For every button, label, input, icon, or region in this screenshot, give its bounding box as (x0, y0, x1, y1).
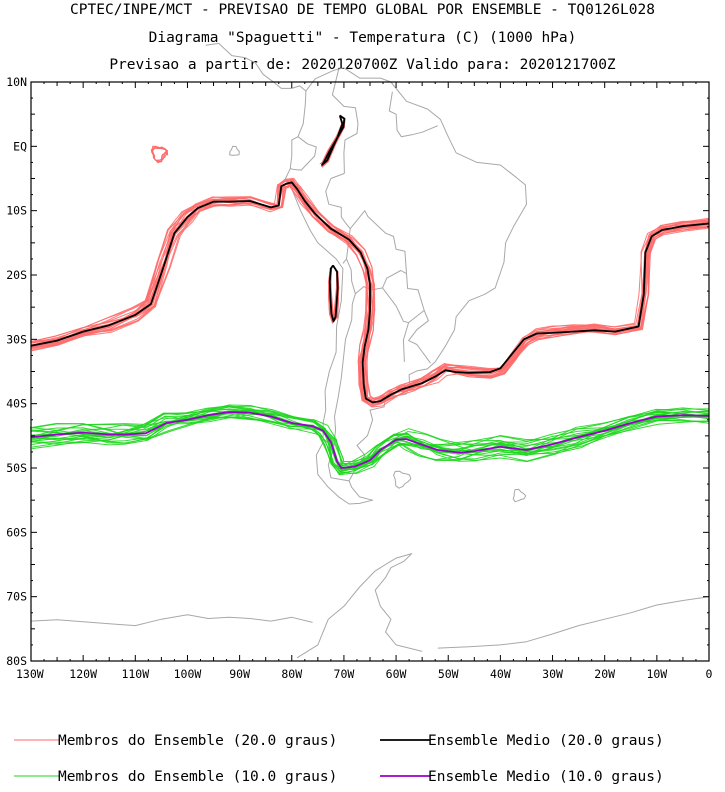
country-border-8 (327, 293, 356, 482)
member-10-line-16 (32, 408, 710, 467)
y-tick-label: 40S (6, 397, 27, 411)
country-border-1 (331, 68, 359, 174)
x-tick-label: 30W (542, 667, 563, 681)
y-tick-label: 10S (6, 204, 27, 218)
x-tick-label: 90W (229, 667, 250, 681)
member-10-line-14 (30, 413, 709, 468)
weddell-sea-coastline (437, 596, 710, 649)
x-tick-label: 130W (16, 667, 44, 681)
x-tick-label: 110W (121, 667, 149, 681)
y-tick-label: 80S (6, 654, 27, 668)
south-georgia-outline (512, 488, 527, 503)
member-10-line-17 (31, 410, 710, 470)
y-tick-label: 60S (6, 525, 27, 539)
members-10-layer (29, 404, 710, 476)
x-tick-label: 70W (334, 667, 355, 681)
y-tick-label: 10N (6, 75, 27, 89)
y-tick-label: 70S (6, 590, 27, 604)
axis-ticks: 130W 120W 110W 100W 90W 80W 70W 60W 50W 40W 30W 20W… (6, 75, 712, 681)
south-america-coastline (285, 67, 527, 505)
members-20-layer (30, 115, 710, 408)
antarctic-peninsula-coastline (296, 553, 423, 659)
country-border-9 (402, 322, 410, 362)
chart-title-line-1: CPTEC/INPE/MCT - PREVISAO DE TEMPO GLOBA… (70, 2, 655, 18)
member-20-line-16-1 (31, 180, 710, 404)
member-10-line-19 (30, 410, 709, 475)
chart-title-line-2: Diagrama "Spaguetti" - Temperatura (C) (… (148, 30, 577, 46)
x-tick-label: 100W (174, 667, 202, 681)
antarctic-coastline (30, 614, 313, 627)
x-tick-label: 40W (490, 667, 511, 681)
x-tick-label: 60W (386, 667, 407, 681)
country-border-6 (382, 273, 425, 324)
ensemble-mean-20-line-2 (321, 114, 346, 166)
x-tick-label: 120W (69, 667, 97, 681)
x-tick-label: 0 (706, 667, 713, 681)
member-20-small-contour-4 (150, 146, 168, 164)
legend-label: Ensemble Medio (20.0 graus) (428, 733, 664, 749)
legend-label: Ensemble Medio (10.0 graus) (428, 769, 664, 785)
ensemble-mean-20-line-3 (328, 264, 339, 323)
x-tick-label: 80W (281, 667, 302, 681)
ensemble-mean-20-line-1 (30, 181, 710, 404)
galapagos-outline (229, 145, 240, 156)
member-20-line-15-1 (31, 180, 710, 404)
y-tick-label: EQ (13, 139, 27, 153)
y-tick-label: 30S (6, 332, 27, 346)
falkland-islands-outline (393, 470, 412, 489)
y-tick-label: 50S (6, 461, 27, 475)
member-10-line-12 (30, 414, 710, 470)
legend-label: Membros do Ensemble (10.0 graus) (58, 769, 337, 785)
legend-label: Membros do Ensemble (20.0 graus) (58, 733, 337, 749)
legend: Membros do Ensemble (20.0 graus) Ensemble… (14, 733, 664, 785)
map-background (30, 42, 710, 659)
x-tick-label: 10W (646, 667, 667, 681)
central-america-coastline (205, 42, 307, 92)
plot-frame (30, 81, 710, 662)
country-border-4 (325, 172, 351, 264)
member-10-line-11 (31, 405, 710, 474)
country-border-3 (290, 136, 317, 171)
x-tick-label: 50W (438, 667, 459, 681)
ensemble-mean-layer (30, 114, 710, 469)
chart-title-line-3: Previsao a partir de: 2020120700Z Valido… (109, 57, 616, 73)
country-border-2 (388, 91, 438, 138)
x-tick-label: 20W (594, 667, 615, 681)
ensemble-mean-10-line (30, 411, 710, 469)
y-tick-label: 20S (6, 268, 27, 282)
country-border-5 (346, 210, 407, 295)
country-border-7 (408, 310, 431, 364)
